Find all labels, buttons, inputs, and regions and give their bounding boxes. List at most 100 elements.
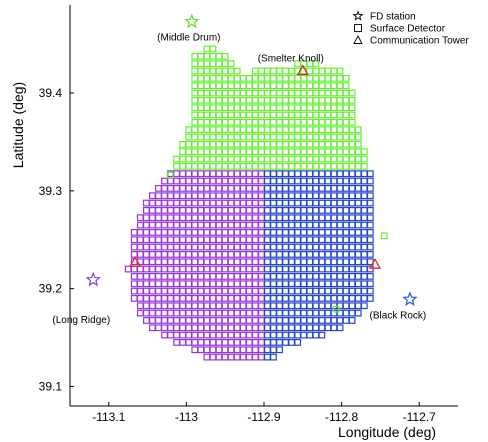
surface-detector-marker [149, 236, 156, 244]
surface-detector-marker [245, 118, 253, 126]
surface-detector-marker [239, 258, 247, 266]
surface-detector-marker [282, 89, 289, 97]
surface-detector-marker [300, 324, 308, 332]
surface-detector-marker [348, 258, 356, 266]
surface-detector-marker [276, 140, 283, 148]
surface-detector-marker [167, 273, 174, 280]
surface-detector-marker [191, 302, 199, 310]
surface-detector-marker [257, 89, 265, 97]
surface-detector-marker [336, 295, 344, 302]
surface-detector-marker [161, 265, 168, 273]
surface-detector-marker [167, 302, 174, 310]
surface-detector-marker [215, 265, 223, 273]
surface-detector-marker [294, 339, 302, 346]
surface-detector-marker [191, 140, 199, 148]
surface-detector-marker [209, 295, 217, 302]
surface-detector-marker [251, 162, 259, 170]
surface-detector-marker [264, 346, 271, 354]
surface-detector-marker [173, 324, 181, 332]
surface-detector-marker [197, 236, 205, 244]
surface-detector-marker [191, 258, 199, 266]
surface-detector-marker [264, 317, 271, 324]
surface-detector-marker [227, 265, 235, 273]
surface-detector-marker [215, 353, 223, 361]
surface-detector-marker [276, 317, 283, 324]
surface-detector-marker [233, 184, 241, 192]
surface-detector-marker [245, 251, 253, 258]
surface-detector-marker [209, 104, 217, 112]
surface-detector-marker [300, 317, 308, 324]
surface-detector-marker [197, 324, 205, 332]
surface-detector-marker [173, 302, 181, 310]
surface-detector-marker [203, 52, 211, 60]
surface-detector-marker [300, 280, 308, 288]
surface-detector-marker [239, 214, 247, 222]
surface-detector-marker [161, 206, 168, 214]
x-tick-label: -113.1 [92, 410, 125, 424]
surface-detector-marker [161, 317, 168, 324]
surface-detector-marker [306, 331, 314, 339]
surface-detector-marker [342, 221, 350, 229]
surface-detector-marker [215, 140, 223, 148]
surface-detector-marker [191, 214, 199, 222]
surface-detector-marker [330, 96, 338, 104]
surface-detector-marker [342, 317, 350, 324]
surface-detector-marker [270, 243, 277, 251]
surface-detector-marker [306, 302, 314, 310]
surface-detector-marker [161, 236, 168, 244]
surface-detector-marker [239, 89, 247, 97]
surface-detector-marker [209, 111, 217, 119]
surface-detector-marker [306, 265, 314, 273]
surface-detector-marker [324, 243, 332, 251]
surface-detector-marker [203, 140, 211, 148]
surface-detector-marker [276, 118, 283, 126]
surface-detector-marker [233, 353, 241, 361]
surface-detector-marker [239, 236, 247, 244]
surface-detector-marker [288, 228, 296, 236]
surface-detector-marker [276, 302, 283, 310]
surface-detector-marker [155, 265, 162, 273]
surface-detector-marker [227, 82, 235, 90]
surface-detector-marker [342, 96, 350, 104]
surface-detector-marker [294, 258, 302, 266]
x-tick-label: -113 [175, 410, 198, 424]
surface-detector-marker [251, 353, 259, 361]
surface-detector-marker [288, 74, 296, 82]
surface-detector-marker [191, 317, 199, 324]
surface-detector-marker [227, 89, 235, 97]
surface-detector-marker [155, 251, 162, 258]
surface-detector-marker [264, 67, 271, 75]
surface-detector-marker [318, 280, 326, 288]
surface-detector-marker [366, 214, 374, 222]
surface-detector-marker [215, 295, 223, 302]
surface-detector-marker [239, 280, 247, 288]
surface-detector-marker [312, 177, 320, 185]
surface-detector-marker [227, 199, 235, 207]
surface-detector-marker [233, 258, 241, 266]
surface-detector-marker [294, 96, 302, 104]
surface-detector-marker [245, 133, 253, 141]
surface-detector-marker [276, 346, 283, 354]
surface-detector-marker [227, 331, 235, 339]
surface-detector-marker [312, 324, 320, 332]
y-tick-label: 39.3 [39, 184, 63, 198]
surface-detector-marker [197, 140, 205, 148]
surface-detector-marker [366, 184, 374, 192]
surface-detector-marker [209, 155, 217, 163]
surface-detector-marker [245, 302, 253, 310]
surface-detector-marker [366, 228, 374, 236]
surface-detector-marker [257, 199, 265, 207]
surface-detector-marker [288, 148, 296, 156]
surface-detector-marker [239, 309, 247, 317]
surface-detector-marker [167, 265, 174, 273]
surface-detector-marker [270, 295, 277, 302]
surface-detector-marker [312, 236, 320, 244]
surface-detector-marker [227, 118, 235, 126]
surface-detector-marker [215, 177, 223, 185]
surface-detector-marker [276, 243, 283, 251]
surface-detector-marker [306, 243, 314, 251]
surface-detector-marker [312, 265, 320, 273]
surface-detector-marker [161, 324, 168, 332]
surface-detector-marker [227, 126, 235, 134]
surface-detector-marker [330, 295, 338, 302]
